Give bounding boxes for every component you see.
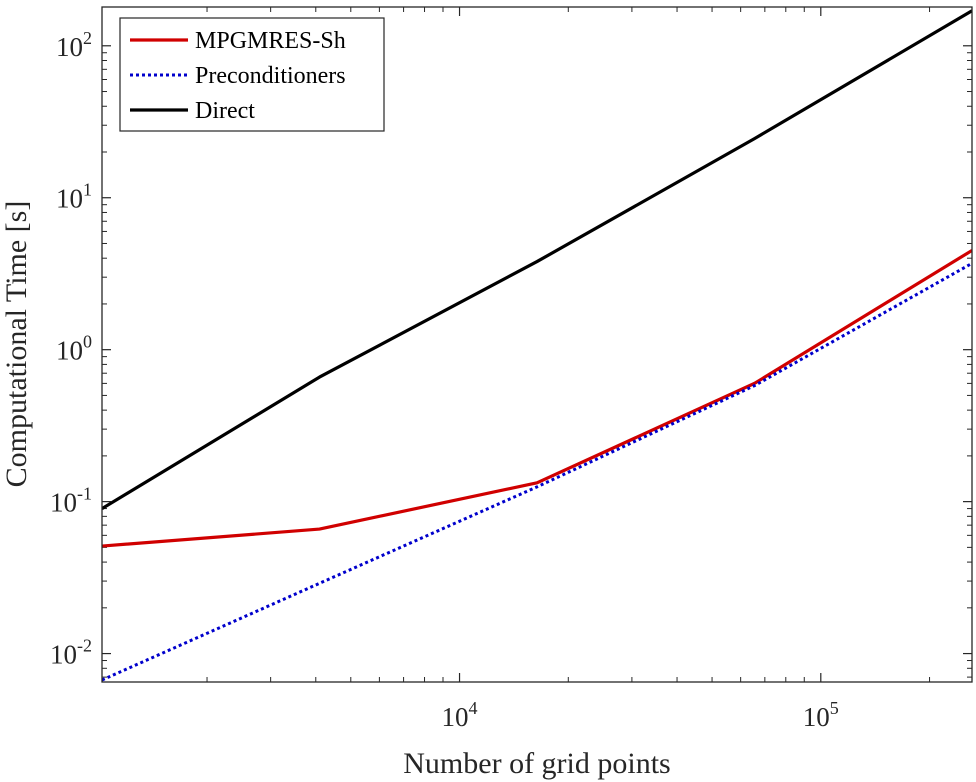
x-axis-label: Number of grid points (403, 747, 670, 780)
major-ticks (102, 7, 972, 682)
y-tick-label: 102 (56, 28, 92, 62)
y-axis-label: Computational Time [s] (0, 201, 33, 488)
y-tick-label: 10-2 (50, 636, 92, 670)
y-tick-label: 101 (56, 180, 92, 214)
series-line-preconditioners (102, 262, 972, 682)
legend: MPGMRES-Sh Preconditioners Direct (119, 17, 385, 132)
legend-label-mpgmres-sh: MPGMRES-Sh (195, 28, 346, 54)
legend-label-direct: Direct (195, 98, 255, 124)
y-tick-label: 10-1 (50, 484, 92, 518)
plot-frame (101, 6, 973, 683)
x-tick-label: 105 (803, 698, 839, 732)
x-tick-label: 104 (442, 698, 478, 732)
series-line-direct (102, 9, 972, 510)
x-tick-labels: 104 105 (442, 698, 839, 732)
y-tick-label: 100 (56, 332, 92, 366)
series-line-mpgmres-sh (102, 249, 972, 548)
legend-label-preconditioners: Preconditioners (195, 63, 346, 89)
legend-box (119, 17, 385, 132)
y-tick-labels: 10-2 10-1 100 101 102 (50, 28, 92, 670)
minor-ticks (102, 7, 972, 682)
series-layer (102, 9, 972, 682)
